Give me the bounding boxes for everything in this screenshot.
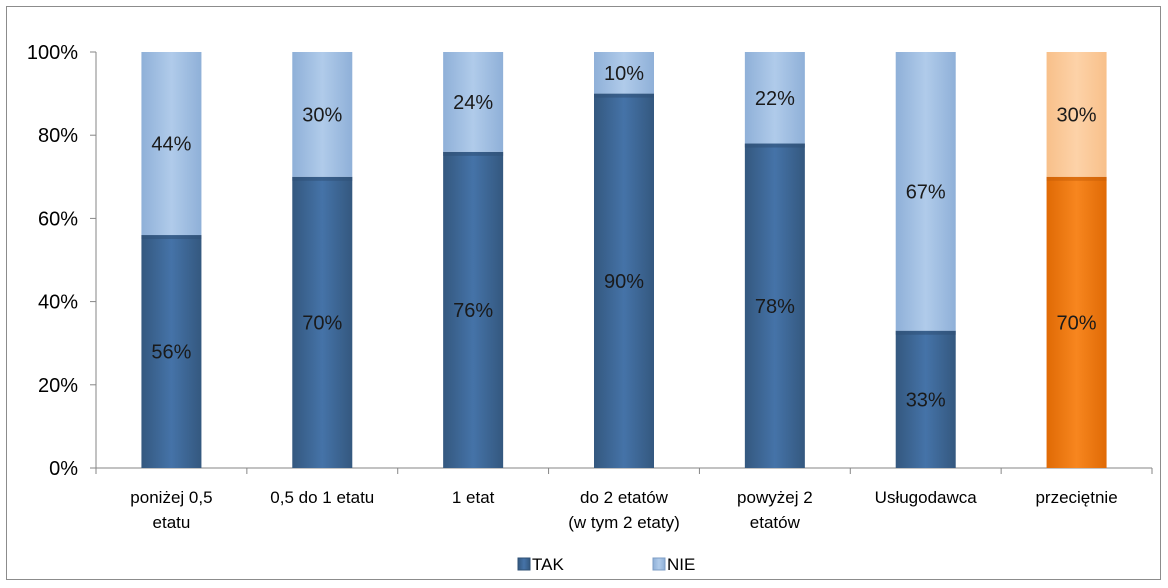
data-label-nie: 30%	[302, 104, 342, 126]
bar-nie	[443, 52, 504, 152]
x-category-label: poniżej 0,5	[130, 488, 212, 507]
data-label-nie: 44%	[151, 134, 191, 156]
legend-item-tak: TAK	[517, 555, 564, 574]
x-category-label: powyżej 2	[737, 488, 813, 507]
bar-tak	[744, 143, 805, 468]
bar-nie	[141, 52, 202, 236]
bar-nie	[1046, 52, 1107, 177]
legend-swatch	[652, 557, 666, 571]
data-label-tak: 70%	[302, 312, 342, 334]
x-category-label: 0,5 do 1 etatu	[270, 488, 374, 507]
data-label-nie: 10%	[604, 63, 644, 85]
bar-nie	[744, 52, 805, 144]
bar-nie	[594, 52, 654, 94]
axes: 0% 20% 40% 60% 80% 100% poniżej 0,5 etatu 0,5 do…	[27, 42, 1153, 532]
legend-label: NIE	[667, 555, 695, 574]
bar-nie	[895, 52, 956, 331]
data-label-nie: 67%	[906, 181, 946, 203]
bar-segment-edge	[443, 151, 504, 156]
legend: TAK NIE	[517, 555, 695, 574]
bar-tak	[292, 176, 353, 469]
bar-nie	[292, 52, 353, 177]
y-tick-label: 80%	[38, 125, 78, 147]
data-label-nie: 24%	[453, 92, 493, 114]
x-category-label: do 2 etatów	[580, 488, 669, 507]
y-tick-label: 60%	[38, 208, 78, 230]
data-label-nie: 22%	[755, 88, 795, 110]
data-label-tak: 90%	[604, 271, 644, 293]
x-category-label: 1 etat	[452, 488, 495, 507]
data-label-nie: 30%	[1057, 104, 1097, 126]
bar-tak	[594, 93, 654, 468]
data-label-tak: 33%	[906, 389, 946, 411]
bar-tak	[141, 235, 202, 468]
data-label-tak: 56%	[151, 342, 191, 364]
bar-tak	[443, 151, 504, 468]
legend-swatch	[517, 557, 531, 571]
x-category-label: przeciętnie	[1035, 488, 1117, 507]
bar-segment-edge	[895, 330, 956, 335]
legend-item-nie: NIE	[652, 555, 695, 574]
y-tick-label: 40%	[38, 292, 78, 314]
bar-tak	[895, 330, 956, 468]
bar-segment-edge	[594, 93, 654, 98]
y-tick-label: 20%	[38, 375, 78, 397]
y-tick-label: 100%	[27, 42, 78, 64]
x-category-label: (w tym 2 etaty)	[568, 513, 679, 532]
data-label-tak: 70%	[1057, 312, 1097, 334]
bar-segment-edge	[1046, 176, 1107, 181]
bars	[141, 52, 1107, 469]
x-category-label: etatów	[750, 513, 801, 532]
bar-segment-edge	[141, 235, 202, 240]
data-labels: 56% 44% 70% 30% 76% 24% 90% 10% 78% 22% 33% 67% 70% 3…	[151, 63, 1096, 412]
x-category-label: Usługodawca	[875, 488, 978, 507]
y-tick-label: 0%	[49, 458, 78, 480]
data-label-tak: 78%	[755, 296, 795, 318]
bar-segment-edge	[292, 176, 353, 181]
bar-tak	[1046, 176, 1107, 469]
legend-label: TAK	[532, 555, 564, 574]
data-label-tak: 76%	[453, 300, 493, 322]
x-category-label: etatu	[153, 513, 191, 532]
bar-segment-edge	[744, 143, 805, 148]
